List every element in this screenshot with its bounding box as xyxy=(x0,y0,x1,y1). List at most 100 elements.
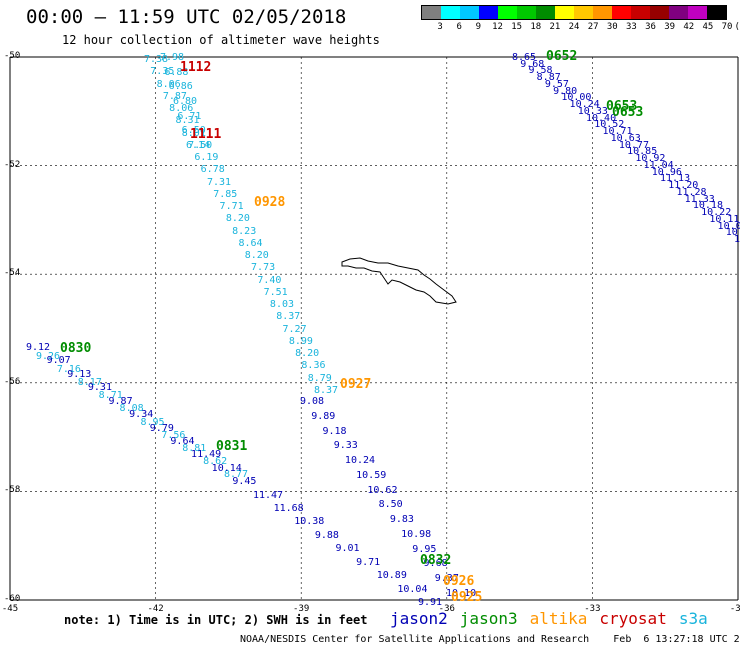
wave-height-label: 9.79 xyxy=(149,422,174,434)
lon-tick-label: -42 xyxy=(147,604,164,614)
legend-swatch xyxy=(631,6,650,19)
lat-tick-label: -56 xyxy=(4,376,21,387)
pass-time-label: 0832 xyxy=(420,553,452,568)
legend-unit: (ft) xyxy=(734,22,740,32)
legend-swatch xyxy=(688,6,707,19)
wave-height-label: 11.33 xyxy=(684,193,715,205)
wave-height-label: 7.16 xyxy=(56,364,81,376)
wave-height-label: 9.26 xyxy=(36,351,61,362)
wave-height-label: 9.01 xyxy=(335,543,360,555)
wave-height-label: 10.31 xyxy=(725,227,740,239)
wave-height-label: 7.38 xyxy=(144,54,169,65)
wave-height-label: 10.08 xyxy=(717,220,740,232)
wave-height-label: 10.24 xyxy=(344,455,376,467)
wave-height-label: 8.64 xyxy=(238,237,263,249)
wave-height-label: 7.56 xyxy=(161,429,186,441)
wave-height-label: 10.15 xyxy=(734,234,740,245)
wave-height-label: 10.04 xyxy=(397,583,428,595)
wave-height-label: 10.00 xyxy=(561,92,592,104)
wave-height-label: 11.13 xyxy=(660,173,691,185)
pass-time-label: 0925 xyxy=(451,590,483,605)
legend-label: 24 xyxy=(568,22,580,32)
wave-height-label: 10.33 xyxy=(577,105,608,117)
wave-height-label: 6.78 xyxy=(200,164,225,176)
legend-label: 12 xyxy=(492,22,503,32)
wave-height-label: 8.17 xyxy=(77,377,102,389)
wave-height-label: 10.38 xyxy=(294,516,325,528)
wave-height-label: 9.83 xyxy=(389,514,414,526)
wave-height-label: 9.07 xyxy=(46,355,71,367)
legend-swatches xyxy=(421,5,727,20)
legend-label: 21 xyxy=(549,22,561,32)
wave-height-label: 10.14 xyxy=(211,462,242,474)
wave-height-label: 8.77 xyxy=(224,469,249,480)
wave-height-label: 11.49 xyxy=(191,449,222,461)
wave-height-label: 7.98 xyxy=(160,52,185,63)
pass-time-label: 0831 xyxy=(216,439,248,454)
map-grid xyxy=(9,56,739,601)
wave-height-label: 9.58 xyxy=(528,65,553,77)
wave-height-label: 8.20 xyxy=(244,250,269,262)
wave-height-label: 10.22 xyxy=(701,207,732,219)
wave-height-label: 7.31 xyxy=(206,176,232,188)
wave-height-label: 7.71 xyxy=(219,201,244,213)
wave-height-label: 8.23 xyxy=(232,225,257,237)
wave-height-label: 6.88 xyxy=(164,66,189,78)
wave-height-label: 8.37 xyxy=(314,385,339,396)
wave-height-label: 10.52 xyxy=(594,119,625,131)
wave-height-label: 9.71 xyxy=(356,556,381,568)
pass-time-label: 0652 xyxy=(546,49,578,64)
wave-height-label: 7.51 xyxy=(263,286,288,298)
wave-height-label: 9.68 xyxy=(520,58,545,70)
pass-time-label: 0928 xyxy=(254,195,286,210)
wave-height-label: 10.59 xyxy=(356,469,387,481)
footer-note: note: 1) Time is in UTC; 2) SWH is in fe… xyxy=(64,613,368,627)
wave-height-label: 8.08 xyxy=(119,403,144,415)
wave-height-label: 10.71 xyxy=(602,126,633,138)
wave-height-label: 8.71 xyxy=(98,390,123,402)
wave-height-label: 11.28 xyxy=(676,186,707,198)
wave-height-label: 8.03 xyxy=(269,299,295,311)
wave-height-label: 8.65 xyxy=(512,52,537,63)
wave-height-label: 6.50 xyxy=(181,125,206,137)
wave-height-label: 6.19 xyxy=(194,152,219,164)
wave-height-label: 11.47 xyxy=(252,489,284,501)
satellite-legend: jason2 jason3 altika cryosat s3a xyxy=(390,609,720,628)
wave-height-label: 8.06 xyxy=(169,103,194,115)
wave-height-label: 9.64 xyxy=(170,435,195,447)
legend-swatch xyxy=(593,6,612,19)
wave-height-label: 8.20 xyxy=(225,213,250,225)
wave-height-label: 6.80 xyxy=(173,96,198,107)
lon-tick-label: -33 xyxy=(584,604,601,614)
legend-swatch xyxy=(536,6,555,19)
wave-height-label: 10.92 xyxy=(635,153,666,165)
lat-tick-label: -58 xyxy=(4,485,21,496)
wave-height-label: 10.85 xyxy=(627,146,658,158)
wave-height-label: 9.12 xyxy=(26,342,51,353)
pass-time-label: 0927 xyxy=(340,377,372,392)
wave-height-label: 9.18 xyxy=(322,425,347,437)
wave-height-label: 8.81 xyxy=(182,442,207,454)
legend-label: 27 xyxy=(587,22,599,32)
legend-label: 9 xyxy=(475,22,482,32)
wave-height-label: 9.87 xyxy=(108,395,133,407)
satellite-legend-altika: altika xyxy=(529,609,588,628)
wave-height-label: 7.73 xyxy=(251,262,276,274)
wave-height-label: 8.20 xyxy=(295,348,320,360)
wave-height-label: 6.14 xyxy=(186,140,211,151)
legend-label: 33 xyxy=(625,22,637,32)
satellite-legend-s3a: s3a xyxy=(678,609,708,628)
lat-tick-label: -54 xyxy=(4,268,21,279)
page-title: 00:00 – 11:59 UTC 02/05/2018 xyxy=(26,6,347,28)
legend-label: 36 xyxy=(645,22,656,32)
legend-swatch xyxy=(422,6,441,19)
wave-height-label: 7.85 xyxy=(213,188,238,200)
south-georgia-coastline xyxy=(341,257,457,305)
page-subtitle: 12 hour collection of altimeter wave hei… xyxy=(62,33,380,47)
wave-height-label: 9.37 xyxy=(434,573,459,585)
wave-height-label: 8.79 xyxy=(307,372,332,384)
wave-height-label: 8.37 xyxy=(276,311,301,323)
wave-height-label: 8.06 xyxy=(156,78,181,90)
